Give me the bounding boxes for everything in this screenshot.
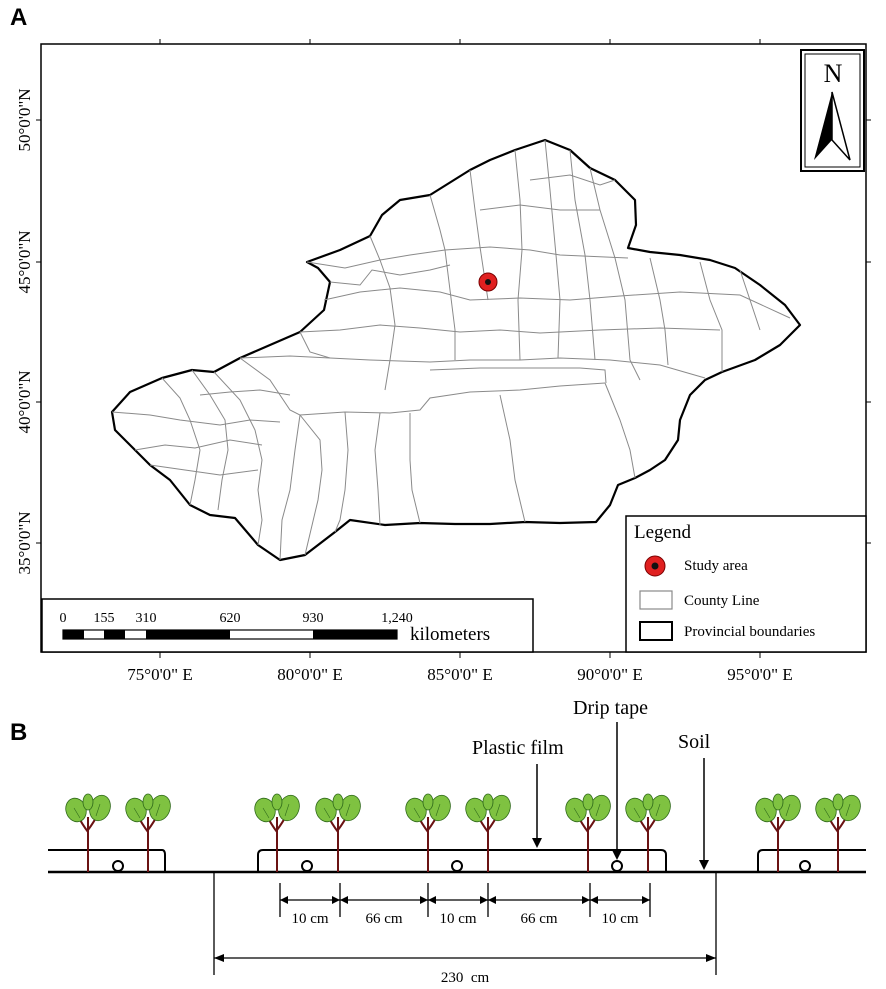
- drip-tape-label: Drip tape: [573, 697, 648, 719]
- lat-label-50: 50°0'0"N: [15, 88, 34, 151]
- scale-bar: 0 155 310 620 930 1,240 kilometers: [41, 598, 534, 653]
- north-arrow-dark-icon: [814, 92, 832, 160]
- drip-tapes: [112, 860, 811, 872]
- plant-icon: [811, 791, 865, 873]
- gray-box-icon: [639, 590, 673, 610]
- lon-label-75: 75°0'0" E: [127, 665, 192, 684]
- legend-item-provincial-boundaries: Provincial boundaries: [684, 624, 815, 640]
- spacing-label-2: 66 cm: [365, 911, 402, 927]
- plant-icon: [250, 791, 304, 873]
- lat-label-35: 35°0'0"N: [15, 511, 34, 574]
- spacing-label-1: 10 cm: [291, 911, 328, 927]
- scale-tick-620: 620: [220, 611, 241, 626]
- plant-icon: [311, 791, 365, 873]
- drip-tape-icon: [799, 860, 811, 872]
- panel-b-letter: B: [10, 719, 27, 746]
- north-arrow-light-icon: [831, 91, 851, 161]
- lon-label-90: 90°0'0" E: [577, 665, 642, 684]
- plant-icon: [751, 791, 805, 873]
- study-area-marker: [478, 272, 498, 292]
- soil-label: Soil: [678, 731, 711, 753]
- black-box-icon: [639, 621, 673, 641]
- scale-tick-155: 155: [94, 611, 115, 626]
- legend-title: Legend: [634, 522, 691, 543]
- dimension-arrowheads: [214, 896, 716, 962]
- plants: [61, 791, 865, 873]
- drip-tape-icon: [301, 860, 313, 872]
- county-lines: [111, 139, 791, 561]
- drip-tape-icon: [451, 860, 463, 872]
- soil-arrow-icon: [699, 860, 709, 870]
- spacing-label-4: 66 cm: [520, 911, 557, 927]
- north-arrow: N: [800, 49, 865, 172]
- legend-item-county-line: County Line: [684, 593, 760, 609]
- total-width-label: 230 cm: [441, 970, 490, 986]
- drip-tape-arrow-icon: [612, 850, 622, 860]
- plant-icon: [61, 791, 115, 873]
- scale-tick-930: 930: [303, 611, 324, 626]
- plant-icon: [121, 791, 175, 873]
- scale-tick-0: 0: [60, 611, 67, 626]
- plastic-film-arrow-icon: [532, 838, 542, 848]
- legend: Legend Study area County Line Provincial…: [625, 515, 867, 653]
- plant-icon: [561, 791, 615, 873]
- scale-tick-310: 310: [136, 611, 157, 626]
- drip-tape-icon: [611, 860, 623, 872]
- plant-icon: [401, 791, 455, 873]
- scale-tick-1240: 1,240: [381, 611, 413, 626]
- lat-label-40: 40°0'0"N: [15, 370, 34, 433]
- panel-a-letter: A: [10, 4, 27, 31]
- plant-icon: [461, 791, 515, 873]
- province-boundary: [110, 138, 802, 562]
- drip-tape-icon: [112, 860, 124, 872]
- scale-unit: kilometers: [410, 624, 490, 645]
- lon-label-80: 80°0'0" E: [277, 665, 342, 684]
- north-label: N: [824, 59, 843, 88]
- lon-label-85: 85°0'0" E: [427, 665, 492, 684]
- lon-label-95: 95°0'0" E: [727, 665, 792, 684]
- plastic-film: [48, 849, 866, 872]
- plastic-film-label: Plastic film: [472, 737, 564, 759]
- legend-item-study-area: Study area: [684, 558, 748, 574]
- graticule-ticks: [36, 39, 871, 658]
- spacing-label-3: 10 cm: [439, 911, 476, 927]
- spacing-label-5: 10 cm: [601, 911, 638, 927]
- lat-label-45: 45°0'0"N: [15, 230, 34, 293]
